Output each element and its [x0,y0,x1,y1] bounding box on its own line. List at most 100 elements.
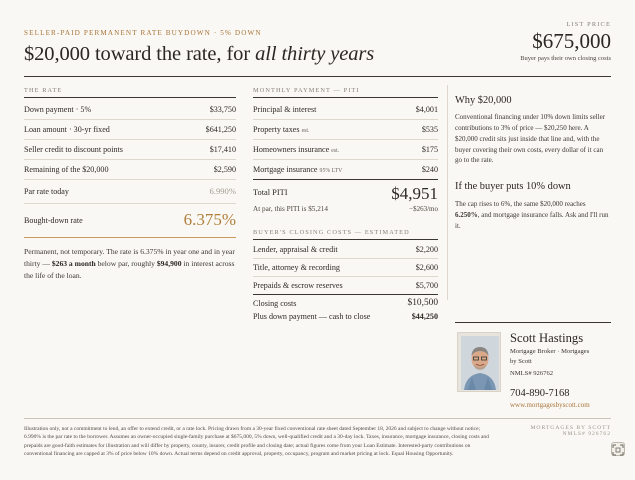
rate-row-value: $17,410 [209,144,236,154]
par-rate-value: 6.990% [209,186,237,196]
closing-row: Lender, appraisal & credit $2,200 [253,240,438,258]
piti-heading: Monthly Payment — PITI [253,87,360,94]
rate-para-text: in interest across the life of the loan. [24,258,235,280]
agent-website[interactable]: www.mortgagesbyscott.com [510,401,590,409]
agent-title-line: Mortgage Broker · Mortgages [510,348,590,355]
agent-title-line: by Scott [510,358,532,366]
agent-phone: 704-890-7168 [510,388,570,399]
rate-paragraph: Permanent, not temporary. The rate is 6.… [24,246,236,282]
agent-nmls: NMLS# 926762 [510,370,554,378]
agent-top-rule [455,322,611,323]
piti-total-rule [253,179,438,180]
piti-row-label: Homeowners insurance est. [253,144,340,154]
closing-divider [253,276,438,277]
rate-para-text: below par, roughly [95,258,157,268]
rate-row-label: Remaining of the $20,000 [24,164,109,174]
closing-row: Title, attorney & recording $2,600 [253,258,438,276]
bought-rate-rule [24,237,236,238]
why-body: Conventional financing under 10% down li… [455,113,606,165]
rate-para-bold: $94,900 [156,258,182,268]
piti-row-value: $535 [421,124,438,134]
rate-heading-rule [24,97,236,98]
rate-row: Remaining of the $20,000 $2,590 [24,159,236,179]
closing-row-label: Title, attorney & recording [253,262,340,272]
footer-rule [24,418,611,419]
ten-down-title: If the buyer puts 10% down [455,181,571,192]
piti-total-label: Total PITI [253,188,288,197]
piti-divider [253,119,438,120]
closing-total-row: Closing costs $10,500 [253,295,438,311]
rate-row: Seller credit to discount points $17,410 [24,139,236,159]
ten-down-text: The cap rises to 6%, the same $20,000 re… [455,200,586,208]
piti-row-value: $175 [421,144,438,154]
brand-line: MORTGAGES BY SCOTT [530,425,611,431]
piti-row: Mortgage insurance 95% LTV $240 [253,159,438,179]
closing-total-rule [253,294,438,295]
disclaimer: Illustration only, not a commitment to l… [24,426,489,457]
rate-para-bold: $263 a month [51,258,96,268]
par-rate-row: Par rate today 6.990% [24,181,236,201]
kicker: SELLER-PAID PERMANENT RATE BUYDOWN · 5% … [24,29,262,37]
closing-row-value: $2,600 [415,262,438,272]
header-rule [24,76,611,77]
piti-row: Homeowners insurance est. $175 [253,139,438,159]
closing-row-label: Prepaids & escrow reserves [253,280,343,290]
agent-photo [457,332,501,392]
rate-row-label: Loan amount · 30-yr fixed [24,124,110,134]
closing-row-value: $2,200 [415,244,438,254]
closing-heading-rule [253,239,438,240]
agent-name: Scott Hastings [510,331,584,345]
ten-down-body: The cap rises to 6%, the same $20,000 re… [455,199,611,232]
rate-divider [24,159,236,160]
rate-heading: The Rate [24,87,63,94]
rate-row-value: $641,250 [205,124,236,134]
closing-total-value: $10,500 [407,298,438,308]
closing-total-label: Closing costs [253,298,297,308]
rate-divider [24,119,236,120]
piti-heading-rule [253,97,438,98]
bought-rate-row: Bought-down rate 6.375% [24,206,236,234]
piti-row-value: $240 [421,164,438,174]
ten-down-text: , and mortgage insurance falls. Ask and … [455,210,609,230]
cash-to-close-row: Plus down payment — cash to close $44,25… [253,309,438,323]
agent-title: Mortgage Broker · Mortgages by Scott NML… [510,347,589,380]
headline-italic: all thirty years [255,43,375,65]
list-price-block: LIST PRICE $675,000 Buyer pays their own… [431,21,611,62]
cash-to-close-label: Plus down payment — cash to close [253,311,371,321]
list-price-value: $675,000 [532,29,611,53]
at-par-label: At par, this PITI is $5,214 [253,205,328,213]
brand-mark: MORTGAGES BY SCOTT NMLS# 926762 [511,425,611,437]
cash-to-close-value: $44,250 [411,311,438,321]
rate-divider [24,203,236,204]
rate-row: Down payment · 5% $33,750 [24,99,236,119]
agent-portrait-icon [458,333,500,391]
bought-rate-value: 6.375% [183,210,236,229]
list-price-sub: Buyer pays their own closing costs [520,55,611,62]
piti-row-label: Principal & interest [253,104,317,114]
closing-heading: Buyer's Closing Costs — Estimated [253,229,410,236]
ten-down-bold: 6.250% [455,210,478,219]
closing-row-value: $5,700 [415,280,438,290]
rate-row-label: Down payment · 5% [24,104,92,114]
piti-total-value: $4,951 [391,184,438,203]
brand-line: NMLS# 926762 [562,431,611,437]
closing-divider [253,258,438,259]
rate-row-value: $33,750 [209,104,236,114]
piti-row-value: $4,001 [415,104,438,114]
rate-row: Loan amount · 30-yr fixed $641,250 [24,119,236,139]
bought-rate-label: Bought-down rate [24,215,83,225]
scan-icon[interactable] [611,442,625,456]
scan-glyph-icon [612,444,624,456]
headline: $20,000 toward the rate, for all thirty … [24,43,374,66]
piti-divider [253,159,438,160]
piti-divider [253,139,438,140]
why-title: Why $20,000 [455,95,512,106]
rate-para-text: Permanent, not temporary. The rate is 6.… [24,247,235,268]
closing-row-label: Lender, appraisal & credit [253,244,338,254]
rate-divider [24,179,236,180]
rate-row-label: Seller credit to discount points [24,144,123,154]
par-rate-label: Par rate today [24,186,69,196]
piti-row-label: Property taxes est. [253,124,310,134]
rate-divider [24,139,236,140]
headline-main: $20,000 toward the rate, for [24,43,256,65]
